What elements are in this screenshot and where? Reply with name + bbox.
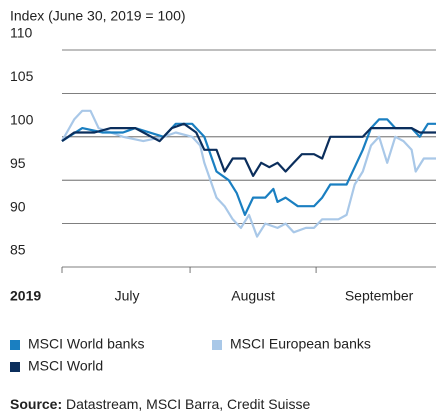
source-label: Source: <box>10 396 62 412</box>
legend-swatch <box>10 362 20 372</box>
y-tick-label: 110 <box>10 25 33 41</box>
legend-label: MSCI European banks <box>230 336 371 352</box>
y-tick-label: 100 <box>10 112 34 128</box>
series-line <box>61 109 436 238</box>
x-tick-label: August <box>231 288 275 304</box>
legend-label: MSCI World banks <box>28 336 144 352</box>
x-tick-label: July <box>115 288 140 304</box>
source-text: Datastream, MSCI Barra, Credit Suisse <box>66 396 311 412</box>
x-tick-label: September <box>345 288 414 304</box>
series-line <box>61 122 436 177</box>
legend-swatch <box>212 340 222 350</box>
y-tick-label: 85 <box>10 242 26 258</box>
y-tick-label: 105 <box>10 68 34 84</box>
y-axis-label: Index (June 30, 2019 = 100) <box>10 8 186 24</box>
year-label: 2019 <box>10 288 41 304</box>
y-tick-label: 95 <box>10 155 26 171</box>
y-tick-label: 90 <box>10 198 26 214</box>
legend-swatch <box>10 340 20 350</box>
source: Source: Datastream, MSCI Barra, Credit S… <box>10 396 311 412</box>
legend-label: MSCI World <box>28 358 103 374</box>
